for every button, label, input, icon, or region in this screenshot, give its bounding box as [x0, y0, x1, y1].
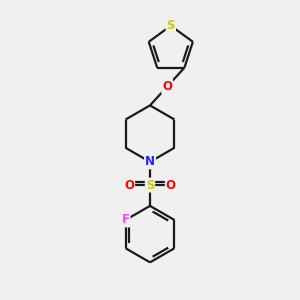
- Text: O: O: [166, 178, 176, 192]
- Text: S: S: [146, 178, 154, 192]
- Text: S: S: [167, 19, 175, 32]
- Text: O: O: [162, 80, 172, 93]
- Text: N: N: [145, 155, 155, 168]
- Text: F: F: [122, 214, 130, 226]
- Text: O: O: [124, 178, 134, 192]
